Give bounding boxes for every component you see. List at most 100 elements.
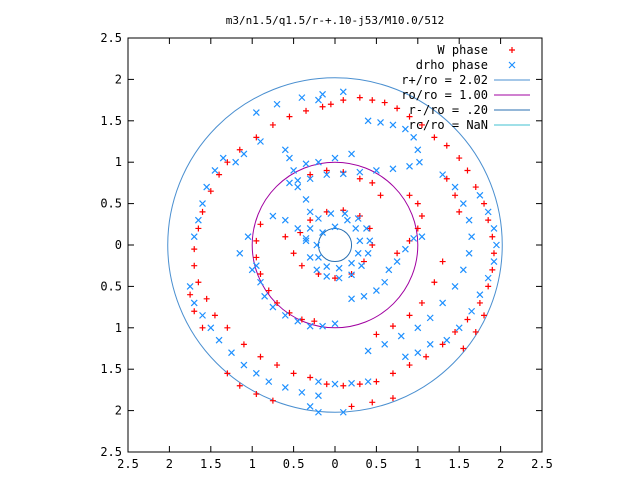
- w-phase-point: [356, 94, 363, 101]
- w-phase-point: [307, 374, 314, 381]
- w-phase-point: [195, 279, 202, 286]
- drho-phase-point: [377, 119, 384, 126]
- w-phase-point: [327, 101, 334, 108]
- w-phase-point: [472, 328, 479, 335]
- w-phase-point: [323, 167, 330, 174]
- y-tick-label: 0.5: [100, 279, 122, 293]
- w-phase-point: [443, 142, 450, 149]
- x-tick-label: 0.5: [366, 457, 388, 471]
- w-phase-point: [216, 171, 223, 178]
- drho-phase-point: [252, 369, 260, 377]
- w-phase-point: [431, 134, 438, 141]
- drho-phase-point: [468, 307, 476, 315]
- w-phase-point: [290, 370, 297, 377]
- drho-phase-point: [306, 322, 314, 330]
- drho-phase-point: [414, 146, 422, 154]
- drho-phase-point: [354, 249, 362, 257]
- drho-phase-point: [219, 154, 227, 162]
- w-phase-point: [369, 97, 376, 104]
- drho-phase-point: [327, 210, 335, 217]
- y-tick-label: 0.5: [100, 197, 122, 211]
- w-phase-point: [340, 382, 347, 389]
- drho-phase-point: [331, 380, 339, 388]
- w-phase-point: [356, 381, 363, 388]
- drho-phase-point: [459, 200, 467, 208]
- w-phase-point: [323, 381, 330, 388]
- drho-phase-point: [393, 258, 401, 265]
- w-phase-point: [369, 179, 376, 186]
- w-phase-point: [456, 208, 463, 215]
- w-phase-point: [369, 399, 376, 406]
- w-phase-point: [348, 403, 355, 410]
- w-phase-point: [257, 353, 264, 360]
- drho-phase-point: [257, 138, 264, 145]
- drho-phase-point: [418, 233, 426, 241]
- drho-phase-point: [459, 266, 467, 274]
- drho-phase-point: [257, 278, 264, 286]
- drho-phase-point: [286, 179, 293, 187]
- drho-phase-point: [414, 324, 422, 332]
- drho-phase-point: [281, 216, 289, 224]
- drho-phase-point: [331, 320, 339, 328]
- drho-phase-point: [381, 340, 389, 348]
- w-phase-point: [211, 312, 218, 319]
- w-phase-point: [207, 188, 214, 195]
- w-phase-point: [366, 225, 373, 232]
- w-phase-point: [274, 299, 281, 306]
- w-phase-point: [377, 192, 384, 199]
- w-phase-point: [199, 324, 206, 331]
- w-phase-point: [187, 291, 194, 298]
- w-phase-point: [418, 299, 425, 306]
- drho-phase-point: [190, 299, 198, 307]
- drho-phase-point: [211, 167, 219, 174]
- w-phase-point: [464, 167, 471, 174]
- w-phase-point: [265, 287, 272, 294]
- drho-phase-point: [364, 249, 372, 257]
- drho-phase-point: [364, 117, 372, 125]
- w-phase-point: [191, 246, 198, 253]
- drho-phase-point: [215, 336, 223, 344]
- x-tick-label: 2: [166, 457, 173, 471]
- x-tick-label: 0: [331, 457, 338, 471]
- drho-phase-point: [366, 237, 374, 245]
- drho-phase-point: [476, 191, 484, 199]
- drho-phase-point: [360, 292, 368, 300]
- drho-phase-point: [294, 225, 302, 232]
- y-tick-label: 2: [115, 404, 122, 418]
- drho-phase-point: [465, 216, 473, 224]
- drho-phase-point: [319, 229, 327, 237]
- legend-label: rc/ro = NaN: [409, 118, 488, 132]
- drho-phase-point: [451, 183, 459, 191]
- w-phase-point: [489, 233, 496, 240]
- drho-phase-point: [190, 233, 198, 241]
- w-phase-point: [452, 192, 459, 199]
- drho-phase-point: [476, 291, 484, 299]
- w-phase-point: [332, 275, 338, 282]
- drho-phase-point: [186, 282, 194, 290]
- drho-phase-point: [443, 336, 451, 344]
- w-phase-point: [406, 312, 413, 319]
- drho-phase-point: [410, 133, 418, 141]
- legend-label: ro/ro = 1.00: [401, 88, 488, 102]
- drho-phase-point: [397, 332, 405, 340]
- y-tick-label: 2: [115, 72, 122, 86]
- w-phase-point: [406, 192, 413, 199]
- w-phase-point: [191, 308, 198, 315]
- drho-phase-point: [410, 234, 418, 242]
- drho-phase-point: [348, 379, 355, 387]
- x-tick-label: 1: [249, 457, 256, 471]
- x-tick-label: 1.5: [200, 457, 222, 471]
- w-phase-point: [253, 254, 260, 261]
- drho-phase-point: [331, 223, 339, 231]
- w-phase-point: [481, 200, 488, 207]
- drho-phase-point: [306, 175, 314, 183]
- w-phase-point: [191, 262, 198, 269]
- drho-phase-point: [319, 90, 327, 98]
- drho-phase-point: [426, 340, 434, 348]
- drho-phase-point: [298, 388, 306, 396]
- legend-marker: [508, 61, 516, 69]
- drho-phase-point: [315, 215, 322, 222]
- w-phase-point: [257, 270, 264, 277]
- drho-phase-point: [315, 408, 322, 416]
- w-phase-point: [269, 121, 276, 128]
